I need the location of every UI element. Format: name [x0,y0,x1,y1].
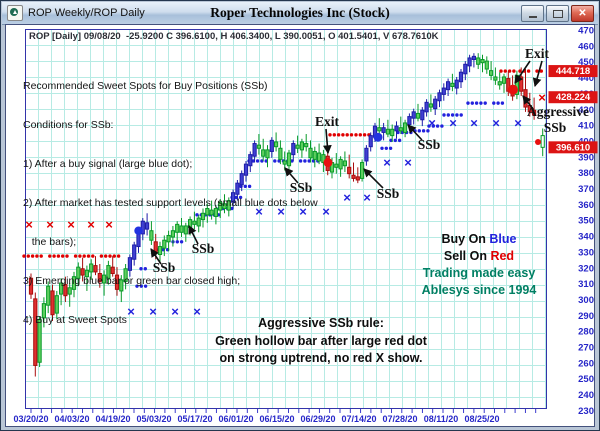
aggressive-rule-line: Green hollow bar after large red dot [215,333,427,348]
legend-sell-line: Sell On Red [421,248,537,265]
conditions-line: the bars); [23,236,77,248]
quote-line: ROP [Daily] 09/08/20 -25.9200 C 396.6100… [29,31,439,42]
minimize-button[interactable] [521,5,544,22]
conditions-line: 2) After market has tested support level… [23,197,318,209]
sell-on-text: Sell On [443,249,491,263]
close-icon: ✕ [578,8,587,19]
titlebar[interactable]: ROP Weekly/ROP Daily Roper Technologies … [2,2,598,25]
app-icon [7,5,23,21]
legend-buy-line: Buy On Blue [421,231,537,248]
close-button[interactable]: ✕ [571,5,594,22]
sell-word: Red [490,249,515,263]
conditions-line: 4) Buy at Sweet Spots [23,314,127,326]
window-title: ROP Weekly/ROP Daily [28,7,145,19]
maximize-button[interactable] [546,5,569,22]
minimize-icon [528,16,537,18]
legend-tagline-1: Trading made easy [422,266,536,280]
conditions-note: Recommended Sweet Spots for Buy Position… [23,54,318,353]
aggressive-rule-note: Aggressive SSb rule: Green hollow bar af… [201,315,441,368]
buy-word: Blue [489,232,517,246]
conditions-line: 1) After a buy signal (large blue dot); [23,158,193,170]
conditions-line: 3) Emerging blue bar or green bar closed… [23,275,241,287]
aggressive-rule-line: Aggressive SSb rule: [258,316,384,330]
buy-on-text: Buy On [441,232,490,246]
window-controls: ✕ [521,5,594,22]
conditions-line: Conditions for SSb: [23,119,114,131]
legend-buy-sell: Buy On Blue Sell On Red Trading made eas… [421,231,537,299]
legend-tagline-2: Ablesys since 1994 [421,283,537,297]
price-plot[interactable] [25,29,547,409]
conditions-line: Recommended Sweet Spots for Buy Position… [23,80,268,92]
aggressive-rule-line: on strong uptrend, no red X show. [219,351,423,365]
maximize-icon [552,9,563,18]
